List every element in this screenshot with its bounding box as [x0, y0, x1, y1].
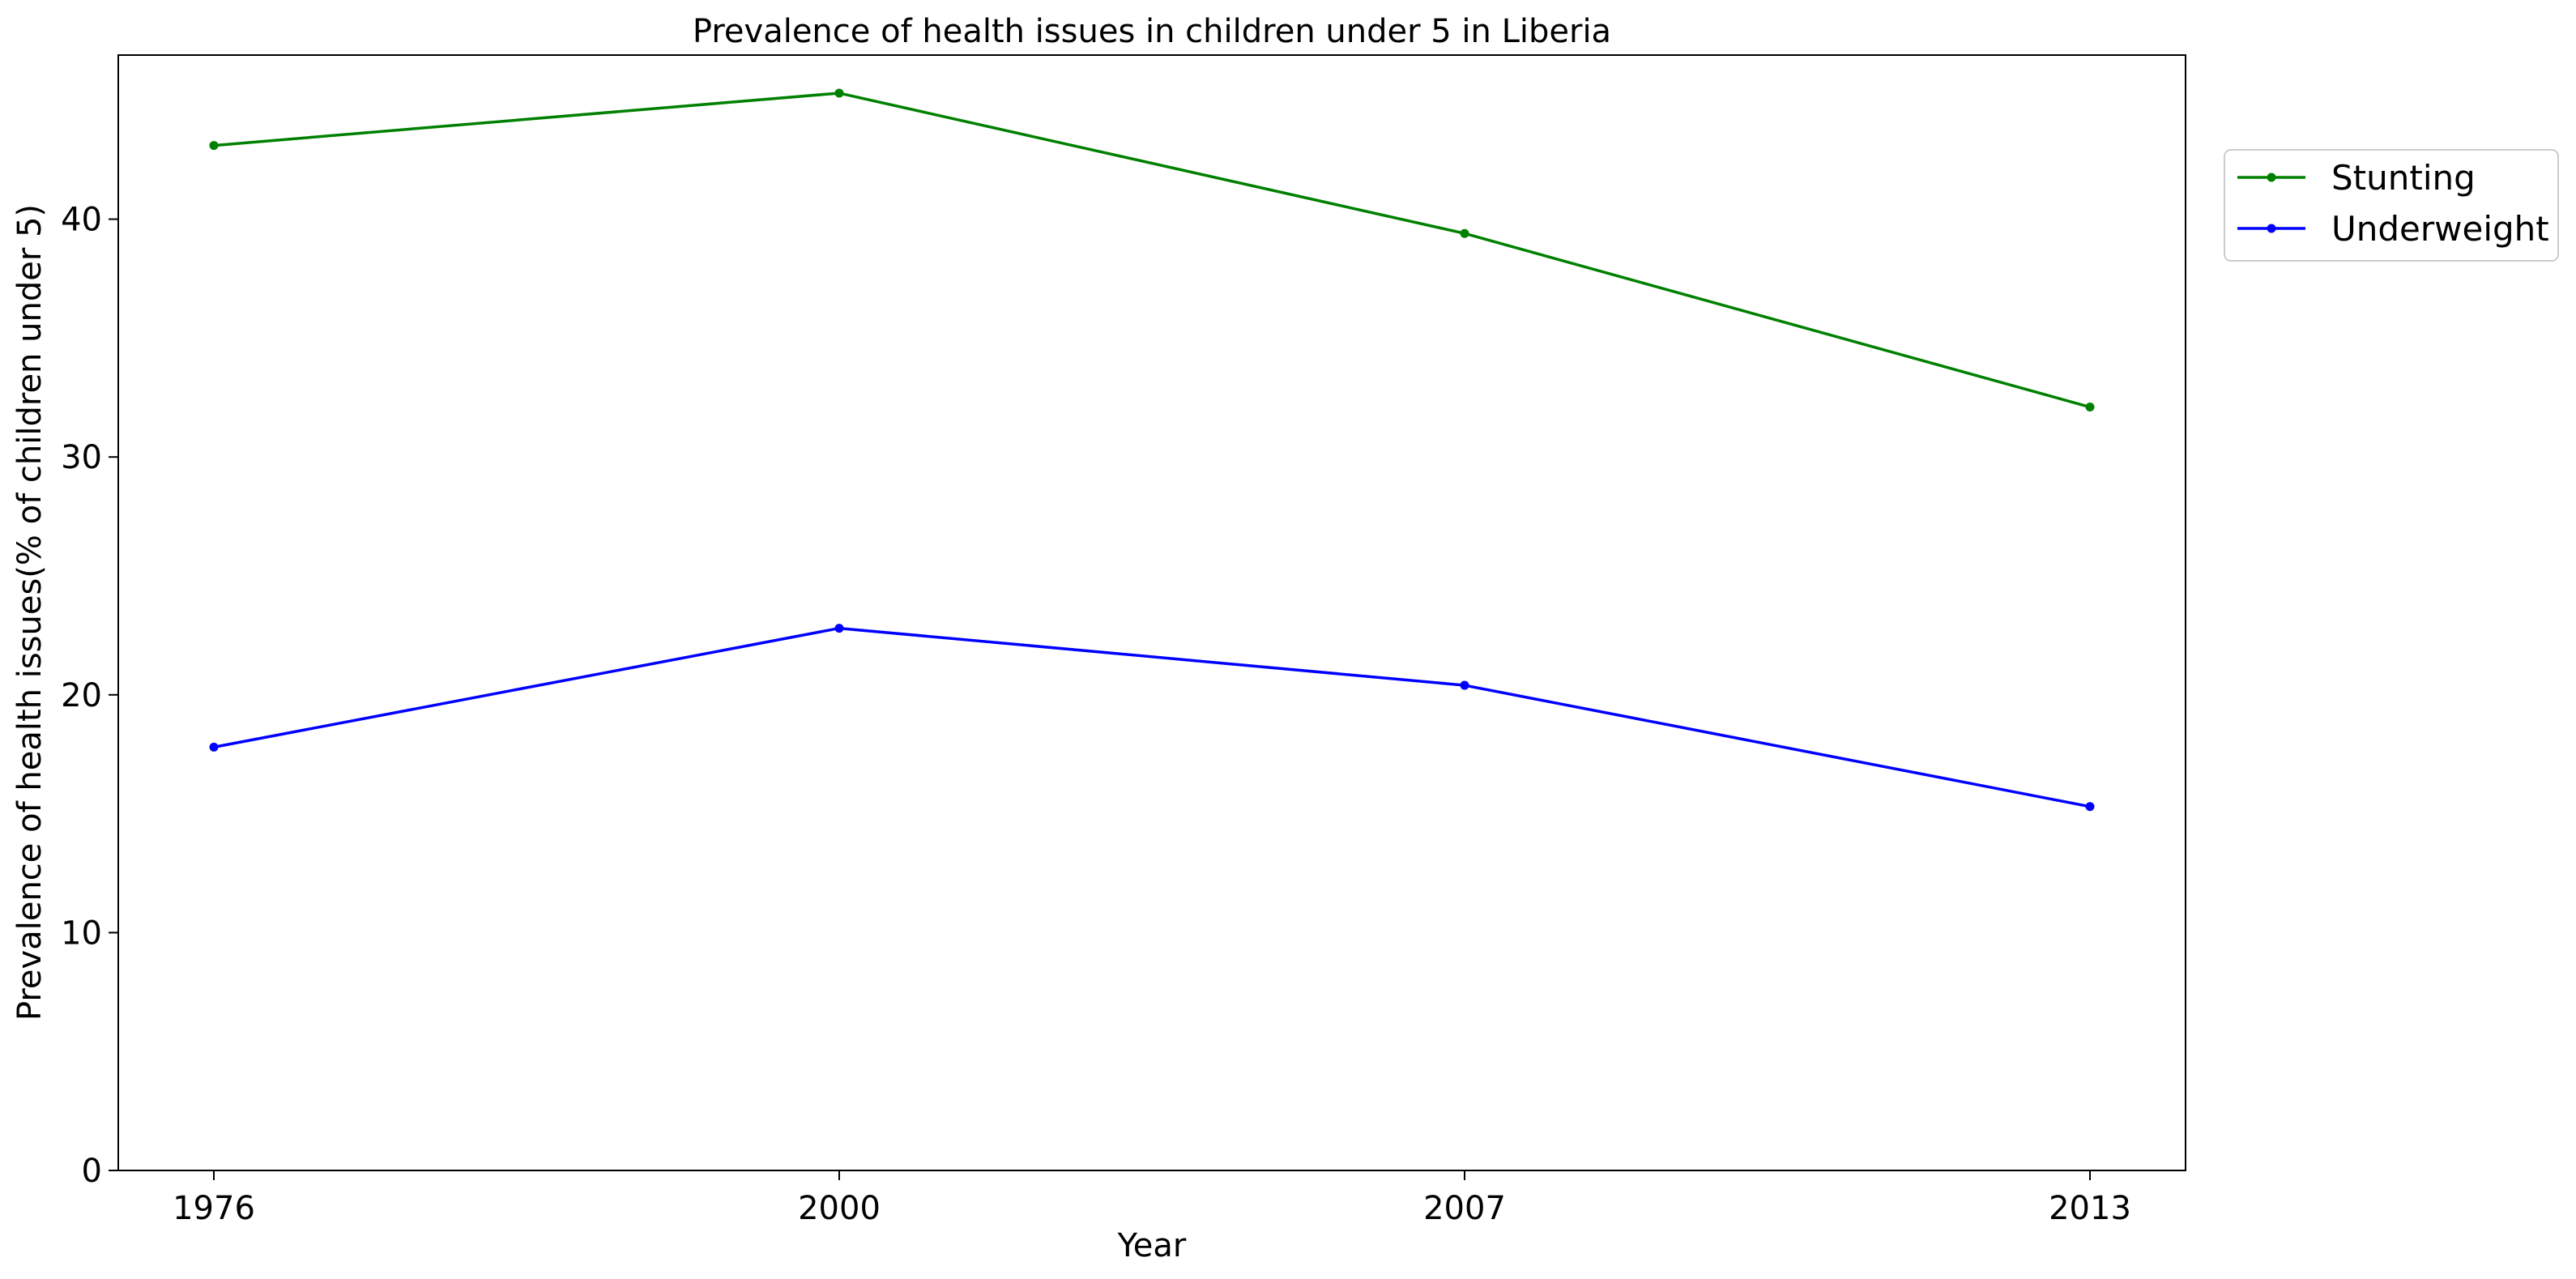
data-point-stunting [209, 141, 219, 151]
legend-marker-underweight [2267, 224, 2276, 233]
x-axis: 1976 2000 2007 2013 [173, 1170, 2131, 1227]
y-tick-label: 10 [61, 914, 102, 952]
data-point-underweight [2085, 802, 2095, 812]
data-point-stunting [1460, 228, 1469, 238]
x-tick-label: 2007 [1423, 1190, 1506, 1227]
y-tick-label: 20 [61, 677, 102, 714]
legend-box [2224, 149, 2559, 262]
y-tick-label: 30 [61, 439, 102, 476]
data-point-stunting [2085, 403, 2095, 412]
y-tick-label: 40 [61, 202, 102, 239]
data-point-underweight [1460, 680, 1469, 690]
y-axis-label: Prevalence of health issues(% of childre… [11, 204, 49, 1021]
series-layer [209, 88, 2095, 812]
series-line-stunting [213, 92, 2091, 409]
x-tick-label: 2013 [2049, 1190, 2131, 1227]
plot-area-frame [117, 54, 2186, 1171]
legend: Stunting Underweight [2224, 149, 2559, 262]
legend-label-underweight: Underweight [2331, 209, 2549, 249]
legend-marker-stunting [2267, 173, 2276, 182]
x-axis-label: Year [1117, 1227, 1187, 1264]
data-point-stunting [834, 88, 844, 98]
legend-label-stunting: Stunting [2331, 158, 2476, 198]
data-point-underweight [834, 624, 844, 633]
series-line-underweight [213, 626, 2091, 808]
x-tick-label: 1976 [173, 1190, 255, 1227]
data-point-underweight [209, 742, 219, 752]
chart-title: Prevalence of health issues in children … [693, 13, 1611, 50]
x-tick-label: 2000 [798, 1190, 881, 1227]
y-axis: 0 10 20 30 40 [61, 202, 118, 1190]
y-tick-label: 0 [82, 1153, 102, 1190]
